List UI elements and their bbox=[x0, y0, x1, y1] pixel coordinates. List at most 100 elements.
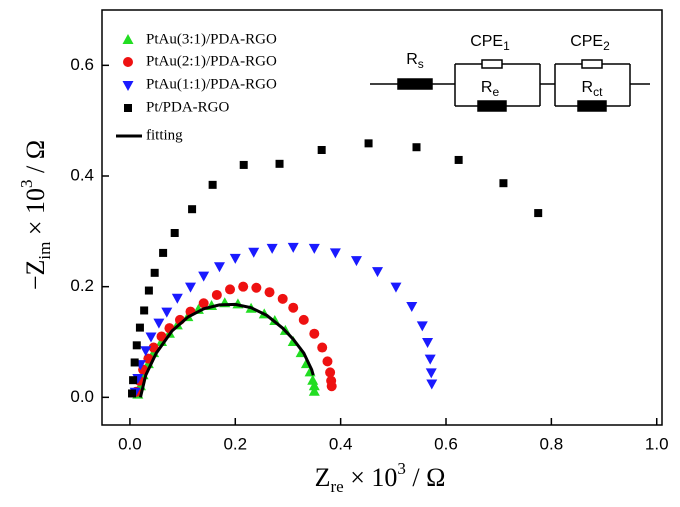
point bbox=[211, 289, 222, 300]
legend-label: Pt/PDA-RGO bbox=[146, 99, 230, 115]
x-axis-label-part: / Ω bbox=[406, 463, 446, 492]
legend-label: fitting bbox=[146, 127, 183, 143]
legend-label: PtAu(2:1)/PDA-RGO bbox=[146, 53, 277, 69]
point bbox=[140, 306, 149, 315]
point bbox=[132, 341, 141, 350]
point bbox=[238, 281, 249, 292]
point bbox=[325, 367, 336, 378]
point bbox=[159, 248, 168, 257]
y-axis-label-part: −Z bbox=[21, 260, 50, 291]
x-axis-label: Zre × 103 / Ω bbox=[315, 459, 446, 496]
y-axis-label-part: im bbox=[35, 242, 54, 260]
point bbox=[213, 262, 225, 273]
legend-swatch bbox=[124, 104, 132, 112]
point bbox=[308, 243, 320, 254]
point bbox=[239, 160, 248, 169]
point bbox=[145, 332, 157, 343]
circuit-label-main: CPE bbox=[570, 33, 603, 50]
point bbox=[454, 155, 463, 164]
point bbox=[309, 328, 320, 339]
circuit-diagram bbox=[370, 59, 650, 112]
point bbox=[148, 342, 159, 353]
point bbox=[307, 374, 319, 385]
x-tick-label: 0.2 bbox=[223, 434, 247, 453]
point bbox=[208, 180, 217, 189]
legend-swatch bbox=[122, 34, 134, 44]
point bbox=[426, 379, 438, 390]
point bbox=[422, 338, 434, 348]
point bbox=[308, 385, 320, 396]
x-tick-label: 0.6 bbox=[434, 434, 458, 453]
y-tick-label: 0.0 bbox=[70, 387, 94, 406]
point bbox=[372, 267, 384, 278]
point bbox=[275, 159, 284, 168]
legend-swatch bbox=[123, 57, 133, 67]
point bbox=[534, 209, 543, 218]
circuit-label: Re bbox=[481, 79, 500, 99]
point bbox=[322, 356, 333, 367]
point bbox=[364, 139, 373, 148]
circuit-label: Rct bbox=[582, 79, 604, 99]
point bbox=[161, 307, 173, 318]
y-axis-label-part: × 10 bbox=[21, 188, 50, 242]
circuit-label-main: CPE bbox=[470, 33, 503, 50]
circuit-label-sub: 2 bbox=[603, 39, 610, 53]
point bbox=[129, 376, 138, 385]
point bbox=[288, 302, 299, 313]
point bbox=[128, 389, 137, 398]
circuit-label: CPE2 bbox=[570, 33, 610, 53]
x-tick-label: 0.4 bbox=[329, 434, 353, 453]
y-axis-label: −Zim × 103 / Ω bbox=[17, 140, 54, 290]
point bbox=[251, 282, 262, 293]
point bbox=[326, 381, 337, 392]
point bbox=[130, 358, 139, 367]
y-tick-label: 0.4 bbox=[70, 165, 94, 184]
x-tick-label: 0.8 bbox=[540, 434, 564, 453]
point bbox=[416, 321, 428, 332]
circuit-label-main: R bbox=[582, 79, 594, 96]
point bbox=[287, 242, 299, 253]
y-axis-label-part: / Ω bbox=[21, 140, 50, 180]
fit-line bbox=[138, 302, 315, 398]
circuit-label-sub: ct bbox=[593, 85, 603, 99]
legend-label: PtAu(1:1)/PDA-RGO bbox=[146, 76, 277, 92]
circuit-label-sub: e bbox=[492, 85, 499, 99]
point bbox=[198, 271, 210, 282]
circuit-label-sub: s bbox=[418, 57, 424, 71]
point bbox=[248, 247, 260, 258]
point bbox=[308, 380, 320, 391]
plot-frame bbox=[101, 9, 663, 426]
circuit-label-sub: 1 bbox=[503, 39, 510, 53]
x-axis-label-part: re bbox=[330, 477, 343, 496]
point bbox=[171, 293, 183, 304]
point bbox=[266, 243, 278, 254]
point bbox=[150, 268, 159, 277]
point bbox=[153, 318, 165, 329]
point bbox=[317, 342, 328, 353]
point bbox=[298, 314, 309, 325]
circuit-label: CPE1 bbox=[470, 33, 510, 53]
y-tick-label: 0.2 bbox=[70, 276, 94, 295]
point bbox=[198, 298, 209, 309]
point bbox=[229, 253, 241, 264]
x-axis-label-part: Z bbox=[315, 463, 331, 492]
point bbox=[225, 284, 236, 295]
point bbox=[170, 228, 179, 237]
x-tick-label: 0.0 bbox=[118, 434, 142, 453]
point bbox=[406, 302, 418, 313]
y-tick-label: 0.6 bbox=[70, 55, 94, 74]
legend-swatch bbox=[122, 81, 134, 91]
legend-label: PtAu(3:1)/PDA-RGO bbox=[146, 31, 277, 47]
circuit-label: Rs bbox=[406, 51, 424, 71]
point bbox=[425, 368, 437, 379]
x-tick-label: 1.0 bbox=[645, 434, 669, 453]
point bbox=[329, 248, 341, 259]
point bbox=[424, 354, 436, 365]
point bbox=[390, 282, 402, 293]
point bbox=[156, 331, 167, 342]
x-axis-label-part: × 10 bbox=[344, 463, 398, 492]
point bbox=[144, 286, 153, 295]
circuit-label-main: R bbox=[406, 51, 418, 68]
point bbox=[350, 256, 362, 267]
